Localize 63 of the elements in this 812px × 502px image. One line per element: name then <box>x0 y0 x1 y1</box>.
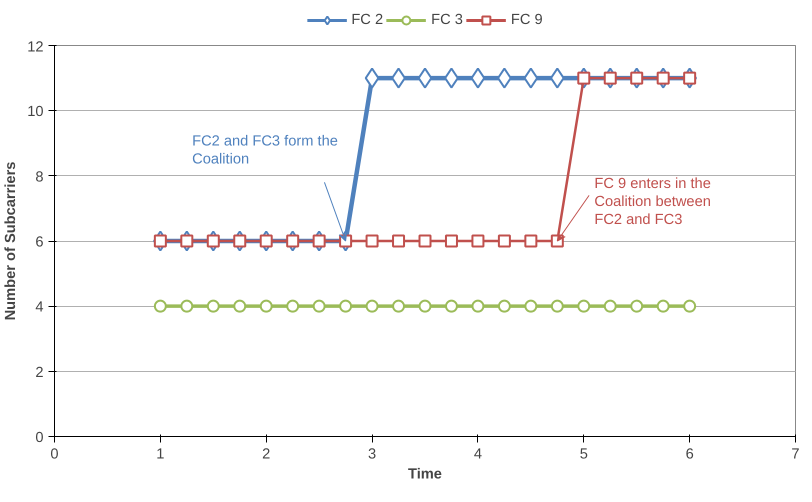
point <box>233 234 246 248</box>
y-tick-label: 12 <box>27 40 44 56</box>
legend-label: FC 2 <box>351 12 384 28</box>
point <box>339 300 352 313</box>
point <box>498 234 511 248</box>
x-tick-label: 3 <box>368 446 376 462</box>
y-tick-label: 8 <box>35 169 44 186</box>
point <box>286 234 300 248</box>
x-tick-label: 5 <box>580 446 588 462</box>
point <box>206 300 220 313</box>
point <box>312 234 326 248</box>
y-tick-label: 4 <box>35 300 44 316</box>
point <box>392 300 406 313</box>
point <box>444 234 458 248</box>
x-tick-label: 4 <box>474 446 482 462</box>
point <box>366 234 379 248</box>
x-tick-label: 1 <box>156 446 164 462</box>
point <box>498 300 511 313</box>
point <box>524 234 538 248</box>
point <box>392 234 406 248</box>
y-tick-label: 2 <box>35 364 44 381</box>
x-tick-label: 2 <box>262 446 270 462</box>
point <box>286 300 300 313</box>
point <box>471 234 484 248</box>
point <box>418 300 432 313</box>
point <box>550 300 564 313</box>
point <box>180 300 194 313</box>
x-axis-title: Time <box>408 466 442 482</box>
y-tick-label: 6 <box>35 234 44 250</box>
point <box>604 300 617 313</box>
point <box>577 300 590 313</box>
point <box>180 234 194 248</box>
point <box>550 68 565 89</box>
point <box>154 234 167 248</box>
point <box>206 234 220 248</box>
point <box>260 234 273 248</box>
point <box>683 300 696 313</box>
annotation: FC2 and FC3 form the Coalition <box>192 133 338 168</box>
point <box>366 300 379 313</box>
point <box>524 300 538 313</box>
annotation: FC 9 enters in the Coalition between FC2 and FC3 <box>594 176 711 228</box>
point <box>312 300 326 313</box>
point <box>604 72 617 85</box>
legend-label: FC 3 <box>431 12 463 28</box>
point <box>656 72 670 85</box>
point <box>656 300 670 313</box>
point <box>418 234 432 248</box>
point <box>630 300 644 313</box>
point <box>630 72 644 85</box>
point <box>154 300 167 313</box>
x-tick-label: 0 <box>50 446 59 462</box>
point <box>577 72 590 85</box>
x-tick-label: 6 <box>686 446 694 462</box>
y-tick-label: 0 <box>35 430 44 446</box>
x-tick-label: 7 <box>791 446 800 462</box>
point <box>683 72 696 85</box>
point <box>471 300 484 313</box>
point <box>444 300 458 313</box>
point <box>260 300 273 313</box>
point <box>233 300 246 313</box>
y-tick-label: 10 <box>27 104 44 120</box>
legend-label: FC 9 <box>510 12 543 28</box>
y-axis-title: Number of Subcarriers <box>3 162 20 320</box>
